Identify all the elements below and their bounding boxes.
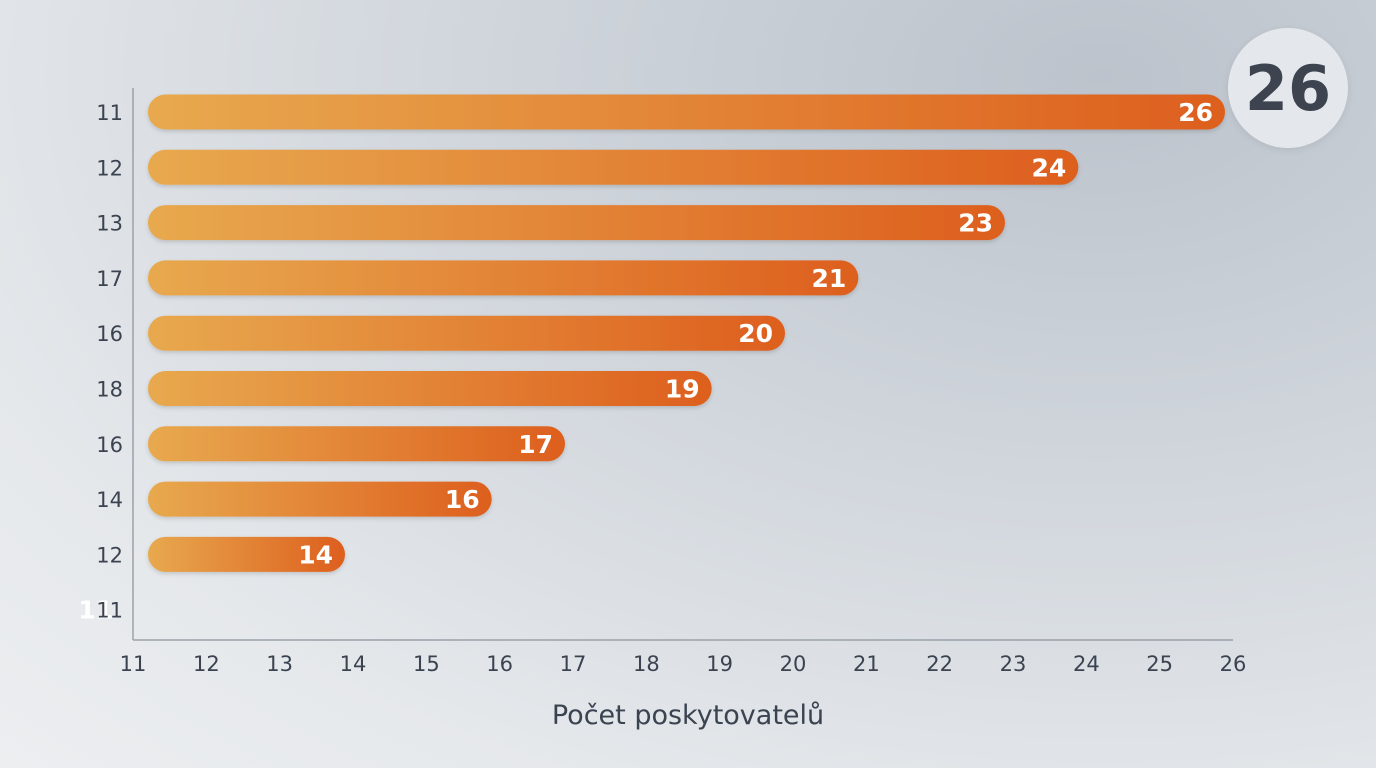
x-axis-title: Počet poskytovatelů [552,700,824,731]
category-label: 14 [96,488,123,512]
category-label: 12 [96,543,123,567]
category-label: 12 [96,156,123,180]
category-labels: 11 12 13 17 16 18 16 14 12 11 [96,101,123,623]
bar [148,315,785,351]
x-tick-label: 13 [266,652,293,676]
category-label: 16 [96,433,123,457]
bar-value-label: 21 [812,264,847,293]
bar [148,536,345,572]
category-label: 11 [96,599,123,623]
category-label: 17 [96,267,123,291]
x-tick-label: 26 [1220,652,1247,676]
bar [148,94,1225,130]
bar-value-label: 14 [298,540,333,569]
x-tick-label: 23 [1000,652,1027,676]
x-tick-label: 18 [633,652,660,676]
x-tick-label: 22 [926,652,953,676]
category-label: 11 [96,101,123,125]
bar-value-label: 26 [1178,98,1213,127]
x-tick-label: 24 [1073,652,1100,676]
x-tick-label: 21 [853,652,880,676]
x-tick-label: 25 [1146,652,1173,676]
value-badge: 26 [1228,28,1348,148]
bar [148,205,1005,241]
category-label: 13 [96,212,123,236]
bar-value-label: 24 [1032,153,1067,182]
bar [148,149,1079,185]
bar [148,481,492,517]
bar-value-label: 23 [958,209,993,238]
category-label: 18 [96,378,123,402]
category-label: 16 [96,322,123,346]
bar-value-label: 11 [78,596,113,625]
bar [148,426,565,462]
x-tick-label: 16 [486,652,513,676]
bar-value-label: 17 [518,430,553,459]
bar-value-label: 20 [738,319,773,348]
x-tick-label: 20 [780,652,807,676]
bar-value-label: 16 [445,485,480,514]
x-tick-label: 11 [120,652,147,676]
x-tick-label: 19 [706,652,733,676]
x-tick-label: 14 [340,652,367,676]
x-tick-label: 17 [560,652,587,676]
x-tick-label: 15 [413,652,440,676]
bar-value-label: 19 [665,375,700,404]
x-tick-label: 12 [193,652,220,676]
bar [148,371,712,406]
bars: 26 24 23 21 20 19 17 16 14 11 [78,94,1225,625]
bar [148,260,859,296]
x-axis-ticks: 11 12 13 14 15 16 17 18 19 20 21 22 23 24 25 26 [120,652,1247,676]
axes [132,88,1233,641]
